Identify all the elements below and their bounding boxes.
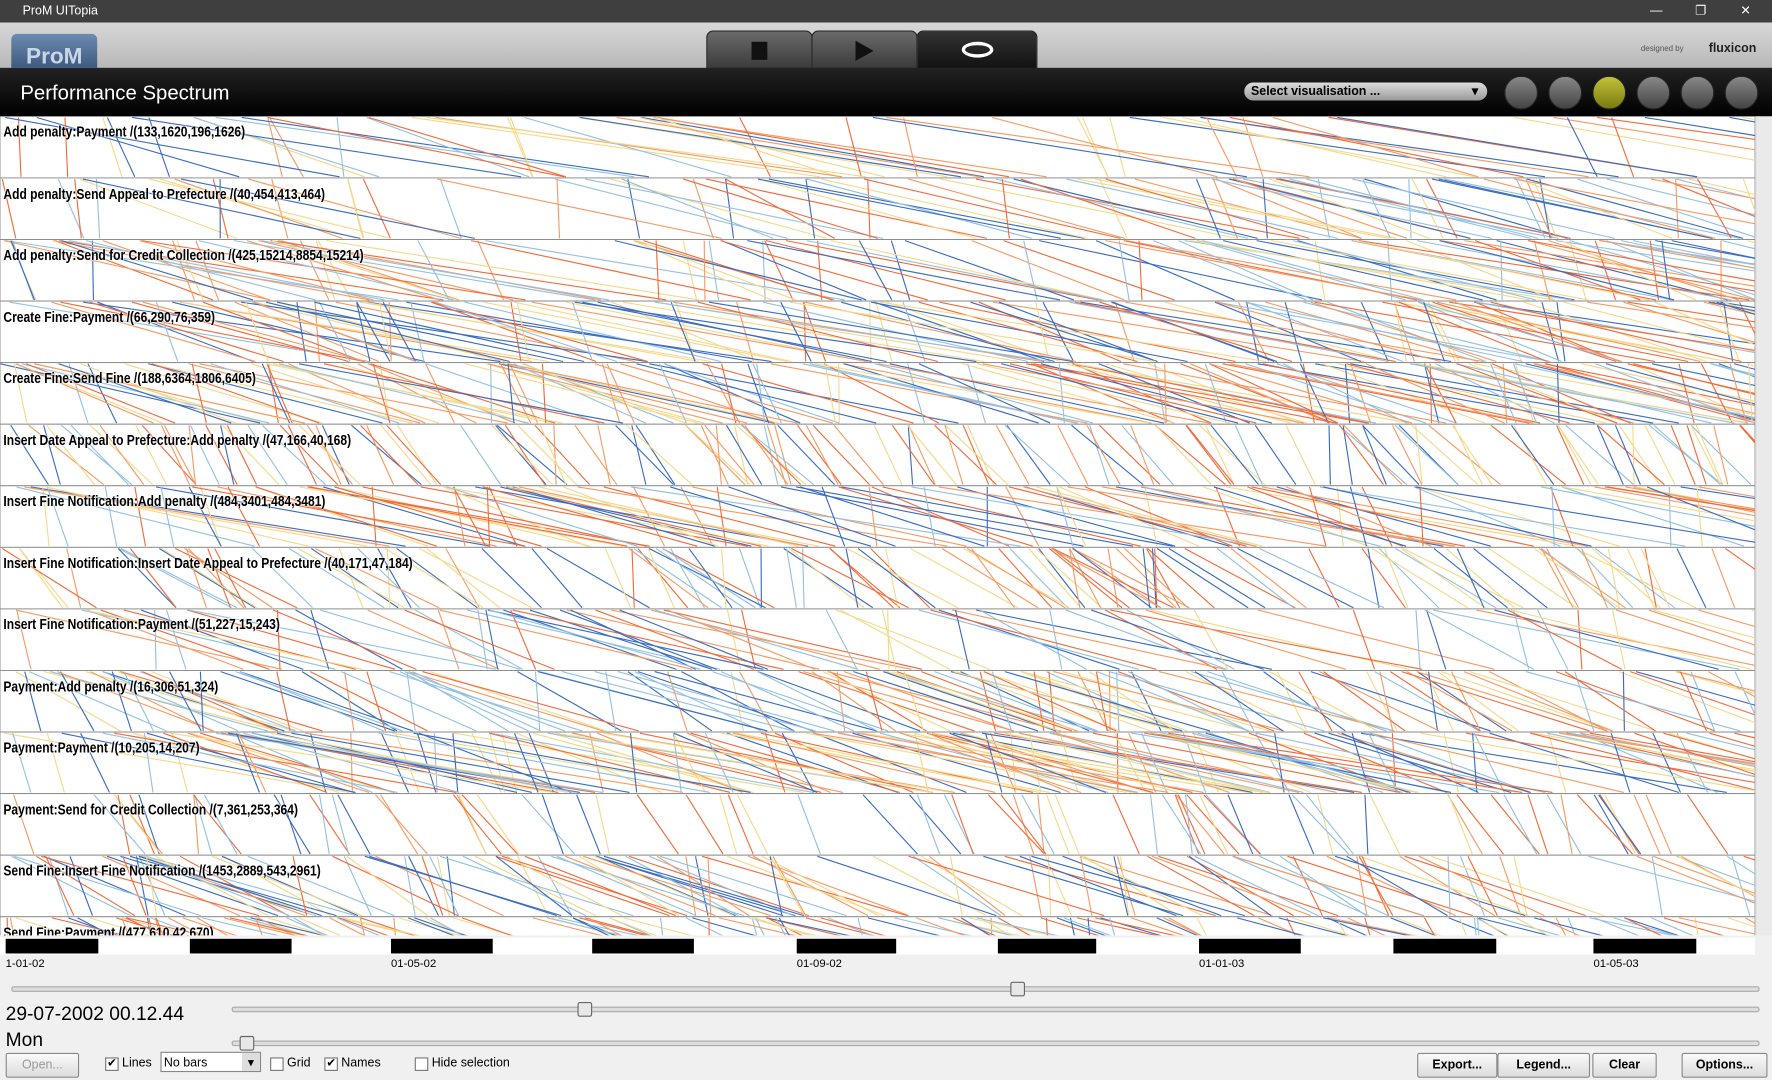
row-label: Send Fine:Insert Fine Notification /(145… — [3, 861, 321, 879]
day: Mon — [5, 1029, 44, 1051]
play-button[interactable] — [1636, 75, 1671, 110]
select-text: Select visualisation ... — [1251, 84, 1381, 99]
datetime: 29-07-2002 00.12.44 — [5, 1003, 185, 1025]
slider-thumb[interactable] — [577, 1002, 593, 1017]
refresh-button[interactable] — [1504, 75, 1539, 110]
spectrum-row — [0, 485, 1756, 548]
spectrum-row — [0, 854, 1756, 918]
spectrum-row — [0, 177, 1756, 240]
slider-thumb[interactable] — [1010, 981, 1026, 997]
row-label: Insert Fine Notification:Add penalty /(4… — [3, 492, 326, 510]
slider-track — [231, 1040, 1760, 1047]
names-checkbox[interactable]: ✔ — [324, 1057, 338, 1071]
spectrum-row — [0, 731, 1756, 795]
views-tab[interactable] — [916, 30, 1038, 71]
row-label: Add penalty:Payment /(133,1620,196,1626) — [3, 123, 246, 141]
visualisation-select[interactable]: Select visualisation ... ▾ — [1244, 82, 1488, 101]
row-label: Insert Fine Notification:Insert Date App… — [3, 554, 413, 572]
scrollbar[interactable] — [1755, 116, 1772, 936]
brand: fluxicon — [1708, 41, 1757, 56]
row-label: Create Fine:Send Fine /(188,6364,1806,64… — [3, 369, 256, 387]
row-label: Insert Fine Notification:Payment /(51,22… — [3, 615, 280, 633]
row-label: Payment:Payment /(10,205,14,207) — [3, 738, 200, 756]
export-button[interactable]: Export... — [1417, 1052, 1498, 1078]
maximize[interactable]: ❐ — [1695, 4, 1707, 19]
spectrum-row — [0, 116, 1756, 179]
designed-by: designed by — [1640, 45, 1684, 54]
bars-text: No bars — [163, 1056, 208, 1070]
spectrum-row — [0, 300, 1756, 364]
names-label: Names — [341, 1056, 381, 1070]
color-button[interactable] — [1548, 75, 1583, 110]
row-label: Insert Date Appeal to Prefecture:Add pen… — [3, 430, 352, 448]
grid-checkbox[interactable] — [270, 1057, 284, 1071]
clear-button[interactable]: Clear — [1592, 1052, 1657, 1078]
options-button[interactable]: Options... — [1681, 1052, 1768, 1078]
hide-label: Hide selection — [431, 1056, 510, 1070]
row-label: Add penalty:Send Appeal to Prefecture /(… — [3, 184, 325, 202]
minimize[interactable]: — — [1649, 4, 1663, 19]
copy-button[interactable] — [1680, 75, 1715, 110]
timeline-label: 01-09-02 — [796, 957, 842, 971]
spectrum-panel: Add penalty:Payment /(133,1620,196,1626)… — [0, 116, 1756, 936]
grid-button[interactable] — [1724, 75, 1759, 110]
favorite-button[interactable] — [1592, 75, 1627, 110]
row-label: Payment:Send for Credit Collection /(7,3… — [3, 800, 298, 818]
row-label: Payment:Add penalty /(16,306,51,324) — [3, 677, 219, 695]
spectrum-row — [0, 546, 1756, 610]
hide-checkbox[interactable] — [414, 1057, 429, 1071]
row-label: Add penalty:Send for Credit Collection /… — [3, 246, 364, 264]
spectrum — [0, 116, 1756, 936]
lines-checkbox[interactable]: ✔ — [105, 1057, 119, 1071]
grid-label: Grid — [287, 1056, 311, 1070]
timeline-label: 1-01-02 — [5, 957, 45, 971]
spectrum-row — [0, 916, 1756, 936]
legend-button[interactable]: Legend... — [1497, 1052, 1591, 1078]
view-header: Performance Spectrum Select visualisatio… — [0, 67, 1772, 117]
timeline-label: 01-05-02 — [391, 957, 437, 971]
actions-tab[interactable] — [811, 30, 918, 71]
spectrum-row — [0, 670, 1756, 733]
logo: ProM — [11, 33, 98, 68]
title-bar: ProM UITopia — ❐ ✕ — [0, 0, 1772, 23]
spectrum-row — [0, 239, 1756, 302]
timeline-segments — [5, 938, 1697, 954]
spectrum-row — [0, 362, 1756, 425]
spectrum-row — [0, 793, 1756, 856]
timeline-label: 01-01-03 — [1199, 957, 1245, 971]
view-title: Performance Spectrum — [20, 81, 230, 104]
open-button[interactable]: Open... — [5, 1052, 80, 1078]
timeline-bar — [0, 937, 1756, 955]
spectrum-row — [0, 423, 1756, 487]
slider-track — [11, 986, 1760, 992]
row-label: Send Fine:Payment /(477,610,42,670) — [3, 923, 214, 936]
bars-select[interactable]: No bars ▾ — [160, 1051, 262, 1073]
slider-thumb[interactable] — [239, 1035, 255, 1051]
close[interactable]: ✕ — [1740, 4, 1751, 19]
workspace-tab[interactable] — [706, 30, 813, 71]
window-title: ProM UITopia — [22, 4, 98, 19]
slider-track — [231, 1006, 1760, 1013]
row-label: Create Fine:Payment /(66,290,76,359) — [3, 307, 215, 325]
timeline-label: 01-05-03 — [1593, 957, 1639, 971]
lines-label: Lines — [122, 1056, 152, 1070]
